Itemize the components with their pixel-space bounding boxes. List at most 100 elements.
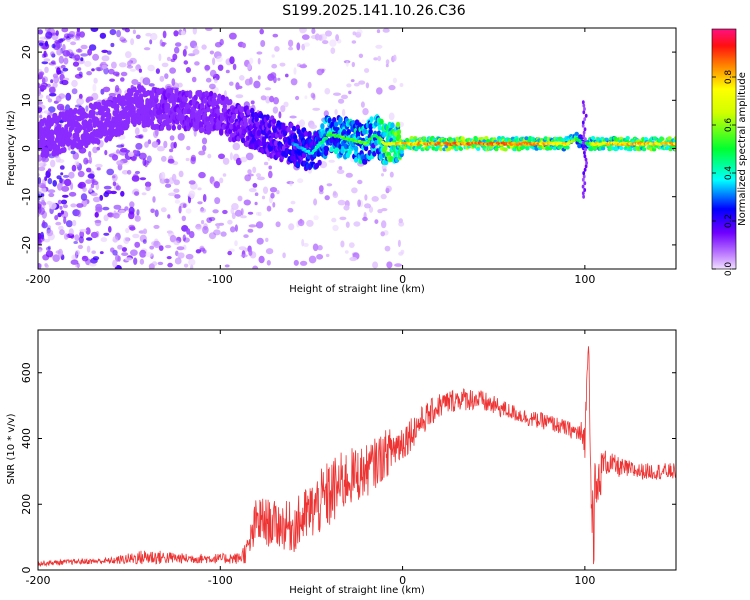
spectrogram-cell <box>229 123 234 130</box>
spectrogram-cell <box>61 185 70 192</box>
spectrogram-cell <box>329 39 337 47</box>
spectrogram-cell <box>80 53 89 57</box>
spectrogram-cell <box>326 183 333 187</box>
spectrogram-cell <box>126 115 131 122</box>
spectrogram-cell <box>270 192 275 199</box>
y-tick-label: -20 <box>20 236 33 254</box>
spectrogram-cell <box>191 76 197 83</box>
spectrogram-cell <box>88 156 93 164</box>
spectrogram-cell <box>178 170 184 178</box>
spectrogram-cell <box>157 146 165 152</box>
spectrogram-cell <box>75 264 80 268</box>
spectrogram-cell <box>310 151 315 155</box>
spectrogram-cell <box>572 139 576 143</box>
spectrogram-cell <box>106 114 112 121</box>
spectrogram-cell <box>357 199 361 207</box>
spectrogram-cell <box>177 133 185 141</box>
spectrogram-cell <box>85 227 91 235</box>
spectrogram-cell <box>38 200 43 209</box>
spectrogram-cell <box>192 28 197 35</box>
spectrogram-cell <box>183 60 189 65</box>
spectrogram-cell <box>103 214 109 222</box>
spectrogram-cell <box>371 196 379 202</box>
spectrogram-cell <box>154 92 159 99</box>
spectrogram-cell <box>157 261 164 266</box>
spectrogram-cell <box>248 188 257 193</box>
spectrogram-cell <box>85 132 91 139</box>
spectrogram-cell <box>309 124 317 130</box>
spectrogram-cell <box>353 156 359 163</box>
spectrogram-cell <box>351 61 355 68</box>
spectrogram-cell <box>584 164 588 169</box>
spectrogram-cell <box>103 232 110 236</box>
spectrogram-cell <box>70 203 77 208</box>
spectrogram-cell <box>71 254 78 261</box>
spectrogram-cell <box>41 210 47 219</box>
spectrogram-cell <box>584 113 588 118</box>
spectrogram-cell <box>47 245 51 250</box>
spectrogram-cell <box>90 231 99 239</box>
spectrogram-cell <box>104 149 108 156</box>
spectrogram-cell <box>186 145 191 151</box>
spectrogram-cell <box>341 108 346 117</box>
spectrogram-cell <box>152 196 156 203</box>
spectrogram-cell <box>142 158 147 166</box>
spectrogram-cell <box>110 42 115 48</box>
spectrogram-cell <box>151 241 159 246</box>
colorbar-tick-label: 0.8 <box>724 70 734 85</box>
spectrogram-cell <box>316 68 324 76</box>
spectrogram-cell <box>110 247 115 253</box>
spectrogram-cell <box>324 195 330 201</box>
spectrogram-cell <box>145 32 152 37</box>
spectrogram-cell <box>235 94 244 99</box>
spectrogram-cell <box>386 261 393 269</box>
spectrogram-cell <box>160 171 166 180</box>
spectrogram-cell <box>95 66 104 72</box>
spectrogram-cell <box>334 109 338 115</box>
spectrogram-cell <box>49 92 57 97</box>
spectrogram-cell <box>365 82 370 89</box>
spectrogram-cell <box>247 228 254 233</box>
spectrogram-cell <box>38 237 42 246</box>
x-tick-label: -200 <box>26 273 51 286</box>
spectrogram-cell <box>285 73 289 78</box>
spectrogram-cell <box>211 97 217 104</box>
spectrogram-cell <box>71 88 78 95</box>
spectrogram-cell <box>76 29 81 37</box>
spectrogram-cell <box>379 118 384 125</box>
spectrogram-cell <box>362 108 369 116</box>
spectrogram-cell <box>202 194 207 202</box>
spectrogram-cell <box>257 129 262 135</box>
spectrogram-cell <box>582 140 585 145</box>
spectrogram-cell <box>144 181 152 188</box>
spectrogram-cell <box>331 217 337 223</box>
spectrogram-cell <box>377 124 382 131</box>
spectrogram-cell <box>143 47 151 51</box>
spectrogram-cell <box>368 206 374 213</box>
spectrogram-cell <box>286 126 291 133</box>
spectrogram-cell <box>38 161 44 167</box>
spectrogram-cell <box>211 86 219 94</box>
spectrogram-cell <box>109 78 115 82</box>
spectrogram-cell <box>92 83 97 92</box>
snr-y-ticks: 0 200 400 600 <box>20 362 676 574</box>
spectrogram-cell <box>242 116 248 123</box>
spectrogram-cell <box>198 171 206 179</box>
spectrogram-cell <box>121 247 127 252</box>
spectrogram-cell <box>89 187 93 193</box>
spectrogram-cell <box>201 137 208 145</box>
spectrogram-cell <box>290 78 298 86</box>
spectrogram-cell <box>70 182 74 190</box>
spectrogram-cell <box>188 190 196 199</box>
spectrogram-cell <box>244 174 252 182</box>
spectrogram-cell <box>129 68 136 72</box>
spectrogram-cell <box>38 177 42 185</box>
spectrogram-cell <box>259 28 265 35</box>
spectrogram-cell <box>227 250 232 256</box>
spectrogram-cell <box>262 186 269 194</box>
spectrogram-cell <box>582 134 586 138</box>
spectrogram-cell <box>272 127 278 134</box>
spectrogram-cell <box>364 194 368 201</box>
spectrogram-cell <box>318 190 324 195</box>
spectrogram-cell <box>197 187 202 191</box>
